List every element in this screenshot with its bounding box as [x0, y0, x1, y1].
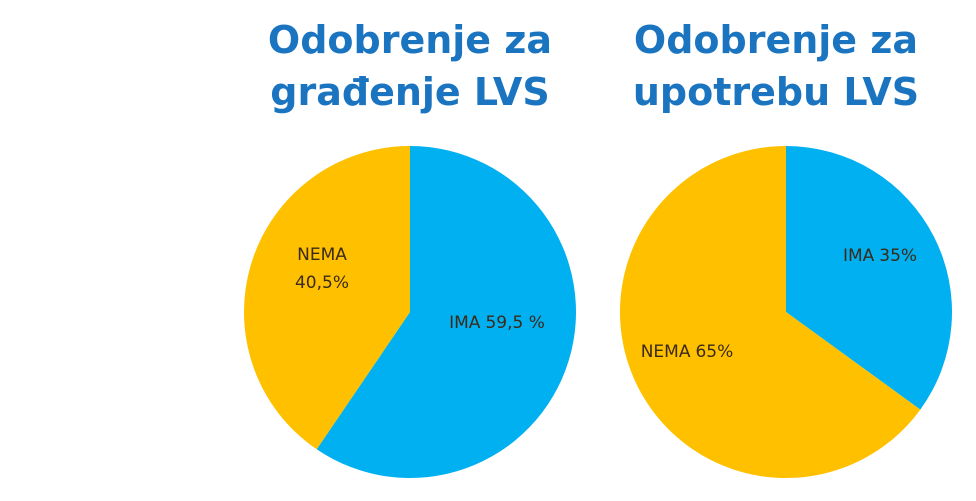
category-label: IMA	[843, 246, 875, 266]
slice-label: IMA 35%	[843, 246, 917, 266]
value-label: 59,5 %	[485, 313, 544, 333]
slice-label: NEMA 65%	[641, 342, 734, 362]
pie-slice	[786, 146, 952, 410]
value-label: 65%	[695, 342, 733, 362]
value-label: 35%	[879, 246, 917, 266]
chart-title: Odobrenje za upotrebu LVS	[632, 18, 920, 114]
category-label: NEMA	[641, 342, 691, 362]
category-label: IMA	[449, 313, 481, 333]
slice-label: NEMA 40,5%	[295, 245, 349, 293]
chart-title: Odobrenje za građenje LVS	[267, 18, 553, 114]
pie-slice	[316, 146, 576, 479]
category-label: NEMA	[297, 245, 347, 265]
value-label: 40,5%	[295, 273, 349, 293]
slice-label: IMA 59,5 %	[449, 313, 545, 333]
pie-slice	[244, 146, 410, 450]
pie-slice	[620, 146, 921, 478]
